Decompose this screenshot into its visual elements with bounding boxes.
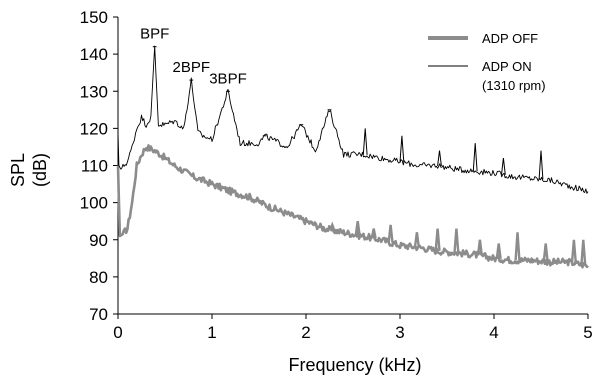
spike-adp-off	[495, 243, 502, 259]
spike-adp-on	[437, 150, 442, 166]
y-tick-label: 110	[81, 157, 108, 176]
y-tick-label: 90	[89, 231, 108, 250]
spike-adp-off	[354, 221, 361, 236]
x-tick-label: 5	[583, 323, 592, 342]
legend-label-adp-off: ADP OFF	[482, 31, 538, 46]
y-tick-label: 130	[80, 82, 108, 101]
spike-adp-on	[538, 150, 544, 180]
spike-adp-off	[434, 228, 441, 252]
y-tick-label: 120	[80, 119, 108, 138]
x-axis-title: Frequency (kHz)	[288, 355, 421, 375]
spike-adp-off	[387, 224, 394, 243]
spike-adp-off	[453, 228, 460, 253]
spike-adp-off	[570, 239, 577, 264]
spike-adp-off	[476, 239, 483, 256]
legend-note-rpm: (1310 rpm)	[482, 78, 546, 93]
legend: ADP OFF ADP ON (1310 rpm)	[428, 31, 546, 93]
spike-adp-off	[370, 228, 377, 239]
y-tick-label: 80	[89, 268, 108, 287]
spike-adp-on	[362, 128, 368, 155]
spike-adp-off	[580, 239, 587, 265]
x-tick-label: 4	[489, 323, 498, 342]
annotation-3bpf: 3BPF	[209, 70, 247, 87]
y-tick-label: 150	[80, 8, 108, 27]
series-layer	[116, 45, 589, 269]
spike-adp-off	[413, 232, 420, 248]
spike-adp-off	[329, 221, 336, 231]
y-axis-title-line2: (dB)	[30, 153, 50, 187]
spike-adp-off	[542, 243, 549, 262]
spike-adp-off	[514, 232, 521, 261]
y-tick-label: 140	[80, 45, 108, 64]
annotation-2bpf: 2BPF	[173, 59, 211, 76]
x-tick-label: 1	[207, 323, 216, 342]
series-line-adp-on	[117, 45, 589, 194]
spike-adp-on	[399, 135, 405, 163]
y-tick-label: 100	[80, 194, 108, 213]
annotation-bpf: BPF	[140, 26, 169, 43]
spike-adp-on	[472, 143, 478, 172]
x-tick-label: 2	[301, 323, 310, 342]
x-ticks: 0 1 2 3 4 5	[113, 314, 593, 342]
x-tick-label: 0	[113, 323, 122, 342]
series-line-adp-off	[116, 144, 589, 269]
x-tick-label: 3	[395, 323, 404, 342]
legend-label-adp-on: ADP ON	[482, 59, 532, 74]
spike-adp-on	[501, 158, 506, 175]
y-axis-title-line1: SPL	[8, 153, 28, 187]
y-ticks: 70 80 90 100 110 120 130 140 150	[80, 8, 118, 324]
y-tick-label: 70	[89, 305, 108, 324]
